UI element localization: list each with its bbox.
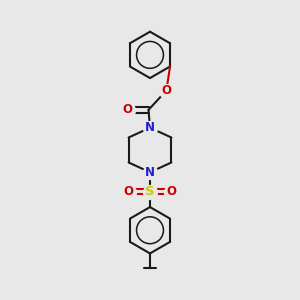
Text: O: O [124,185,134,198]
Text: O: O [123,103,133,116]
Text: O: O [161,84,171,97]
Text: O: O [167,185,176,198]
Text: N: N [145,121,155,134]
Text: S: S [145,185,155,198]
Text: N: N [145,166,155,179]
